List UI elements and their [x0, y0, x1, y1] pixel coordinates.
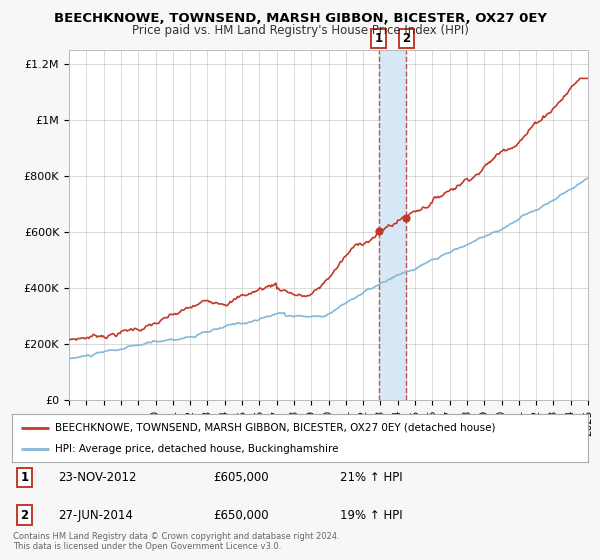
Text: 2: 2 [20, 508, 29, 521]
Text: 2: 2 [402, 32, 410, 45]
Text: BEECHKNOWE, TOWNSEND, MARSH GIBBON, BICESTER, OX27 0EY: BEECHKNOWE, TOWNSEND, MARSH GIBBON, BICE… [53, 12, 547, 25]
Text: 23-NOV-2012: 23-NOV-2012 [58, 471, 137, 484]
Text: £605,000: £605,000 [214, 471, 269, 484]
Text: 1: 1 [20, 471, 29, 484]
Text: 21% ↑ HPI: 21% ↑ HPI [340, 471, 403, 484]
Text: 1: 1 [374, 32, 383, 45]
Text: Price paid vs. HM Land Registry's House Price Index (HPI): Price paid vs. HM Land Registry's House … [131, 24, 469, 37]
Text: This data is licensed under the Open Government Licence v3.0.: This data is licensed under the Open Gov… [13, 542, 281, 551]
Text: 27-JUN-2014: 27-JUN-2014 [58, 508, 133, 521]
Bar [379, 50, 406, 400]
Point [374, 226, 383, 235]
Text: £650,000: £650,000 [214, 508, 269, 521]
Point [401, 214, 411, 223]
Text: 19% ↑ HPI: 19% ↑ HPI [340, 508, 403, 521]
Text: Contains HM Land Registry data © Crown copyright and database right 2024.: Contains HM Land Registry data © Crown c… [13, 532, 340, 541]
Text: BEECHKNOWE, TOWNSEND, MARSH GIBBON, BICESTER, OX27 0EY (detached house): BEECHKNOWE, TOWNSEND, MARSH GIBBON, BICE… [55, 423, 496, 433]
Text: HPI: Average price, detached house, Buckinghamshire: HPI: Average price, detached house, Buck… [55, 444, 338, 454]
